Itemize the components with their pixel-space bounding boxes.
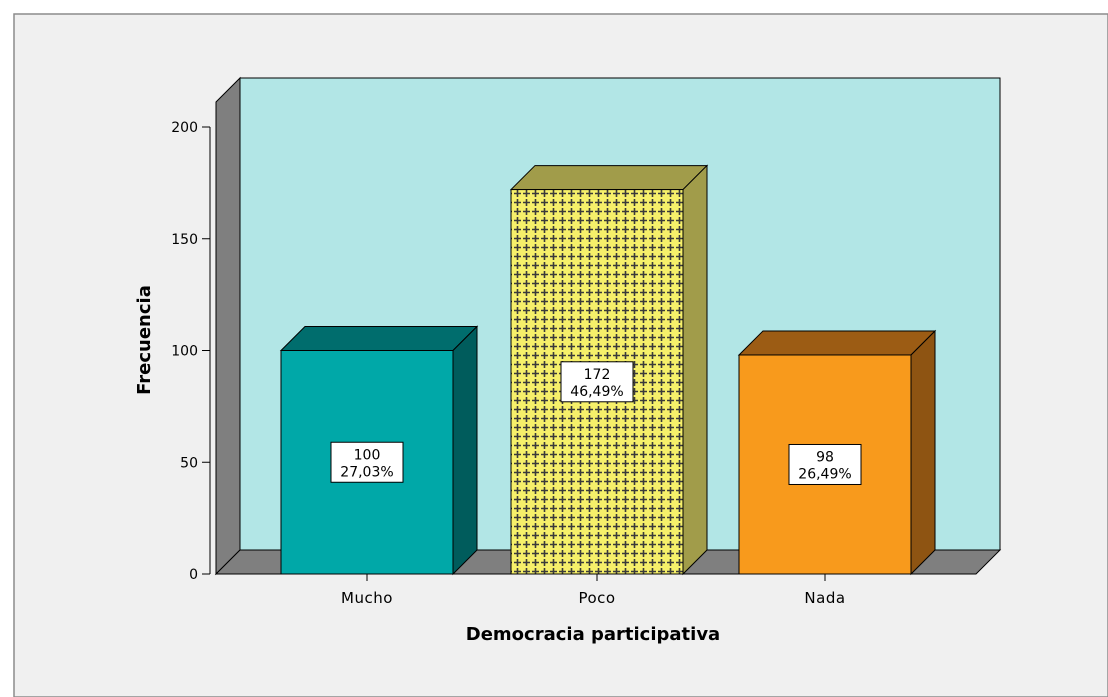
category-labels: Mucho Poco Nada — [341, 574, 845, 607]
bar-side-face — [682, 164, 708, 576]
bar-top-face — [509, 165, 709, 191]
y-tick-label: 100 — [171, 344, 198, 360]
category-label: Nada — [804, 589, 845, 607]
y-axis-ticks: 0 50 100 150 200 — [171, 120, 210, 583]
category-label: Poco — [578, 589, 615, 607]
bar-top-face — [279, 326, 479, 351]
data-label-count: 172 — [584, 367, 611, 383]
bar-side-face — [910, 329, 936, 576]
y-tick-label: 50 — [180, 455, 198, 471]
y-tick-label: 0 — [189, 567, 198, 583]
y-tick-label: 150 — [171, 232, 198, 248]
category-label: Mucho — [341, 589, 393, 607]
data-label-box — [788, 443, 862, 485]
left-wall — [215, 76, 241, 576]
data-label-box — [330, 441, 404, 483]
y-axis-title: Frecuencia — [134, 285, 155, 395]
data-label-count: 100 — [354, 447, 381, 463]
bar-side-face — [452, 325, 478, 576]
x-axis-title: Democracia participativa — [466, 624, 720, 645]
data-label-percent: 26,49% — [798, 466, 851, 482]
bar-top-face — [737, 330, 937, 356]
data-label-percent: 46,49% — [570, 384, 623, 400]
data-label-box — [560, 361, 634, 403]
data-label-percent: 27,03% — [340, 464, 393, 480]
y-tick-label: 200 — [171, 120, 198, 136]
data-label-count: 98 — [816, 449, 834, 465]
